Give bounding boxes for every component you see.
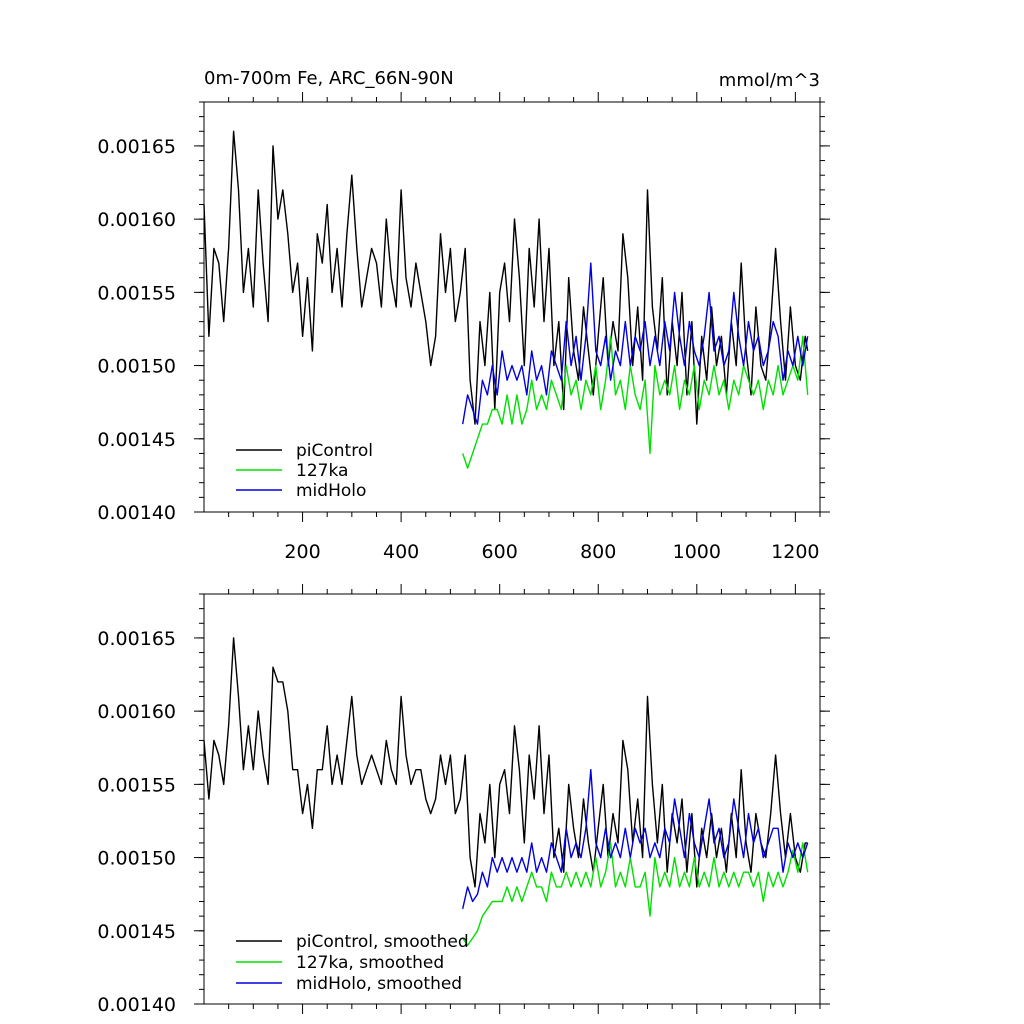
x-tick-label: 600 <box>482 541 518 563</box>
y-tick-label: 0.00140 <box>97 502 176 524</box>
y-tick-label: 0.00145 <box>97 429 176 451</box>
plot-frame <box>203 593 821 1005</box>
y-tick-label: 0.00155 <box>97 774 176 796</box>
x-axis-ticks: 200 400 600 800 1000 1200 <box>228 92 821 563</box>
legend-label: piControl, smoothed <box>296 932 469 952</box>
x-tick-label: 1000 <box>673 541 721 563</box>
y-tick-label: 0.00160 <box>97 701 176 723</box>
y-tick-label: 0.00145 <box>97 921 176 943</box>
x-tick-label: 400 <box>383 541 419 563</box>
series-line-3 <box>462 769 809 909</box>
series-line-3 <box>462 262 809 425</box>
x-tick-label: 800 <box>580 541 616 563</box>
chart-title: 0m-700m Fe, ARC_66N-90N <box>204 68 454 89</box>
series-line-1 <box>203 637 808 888</box>
legend-label: midHolo, smoothed <box>296 974 462 994</box>
top-chart-panel: 0m-700m Fe, ARC_66N-90N mmol/m^3 0.00140… <box>97 68 830 563</box>
y-tick-label: 0.00140 <box>97 994 176 1016</box>
legend-label: 127ka, smoothed <box>296 953 444 973</box>
bottom-chart-panel: 0.00140 0.00145 0.00150 0.00155 0.00160 0.001… <box>97 584 830 1016</box>
legend-label: midHolo <box>296 481 366 501</box>
legend-label: 127ka <box>296 461 348 481</box>
y-tick-label: 0.00150 <box>97 848 176 870</box>
series-line-2 <box>462 335 809 469</box>
series-layer <box>203 637 809 947</box>
series-layer <box>203 130 809 469</box>
series-line-2 <box>462 842 809 947</box>
y-tick-label: 0.00150 <box>97 356 176 378</box>
y-tick-label: 0.00165 <box>97 628 176 650</box>
y-axis-ticks: 0.00140 0.00145 0.00150 0.00155 0.00160 0.001… <box>97 593 830 1016</box>
y-tick-label: 0.00160 <box>97 209 176 231</box>
x-axis-ticks <box>228 584 821 1014</box>
series-line-1 <box>203 130 809 425</box>
y-axis-ticks: 0.00140 0.00145 0.00150 0.00155 0.00160 0.001… <box>97 101 830 524</box>
plot-frame <box>203 101 821 513</box>
y-tick-label: 0.00155 <box>97 282 176 304</box>
units-label: mmol/m^3 <box>719 70 820 91</box>
y-tick-label: 0.00165 <box>97 136 176 158</box>
x-tick-label: 1200 <box>771 541 819 563</box>
legend-label: piControl <box>296 441 373 461</box>
x-tick-label: 200 <box>284 541 320 563</box>
